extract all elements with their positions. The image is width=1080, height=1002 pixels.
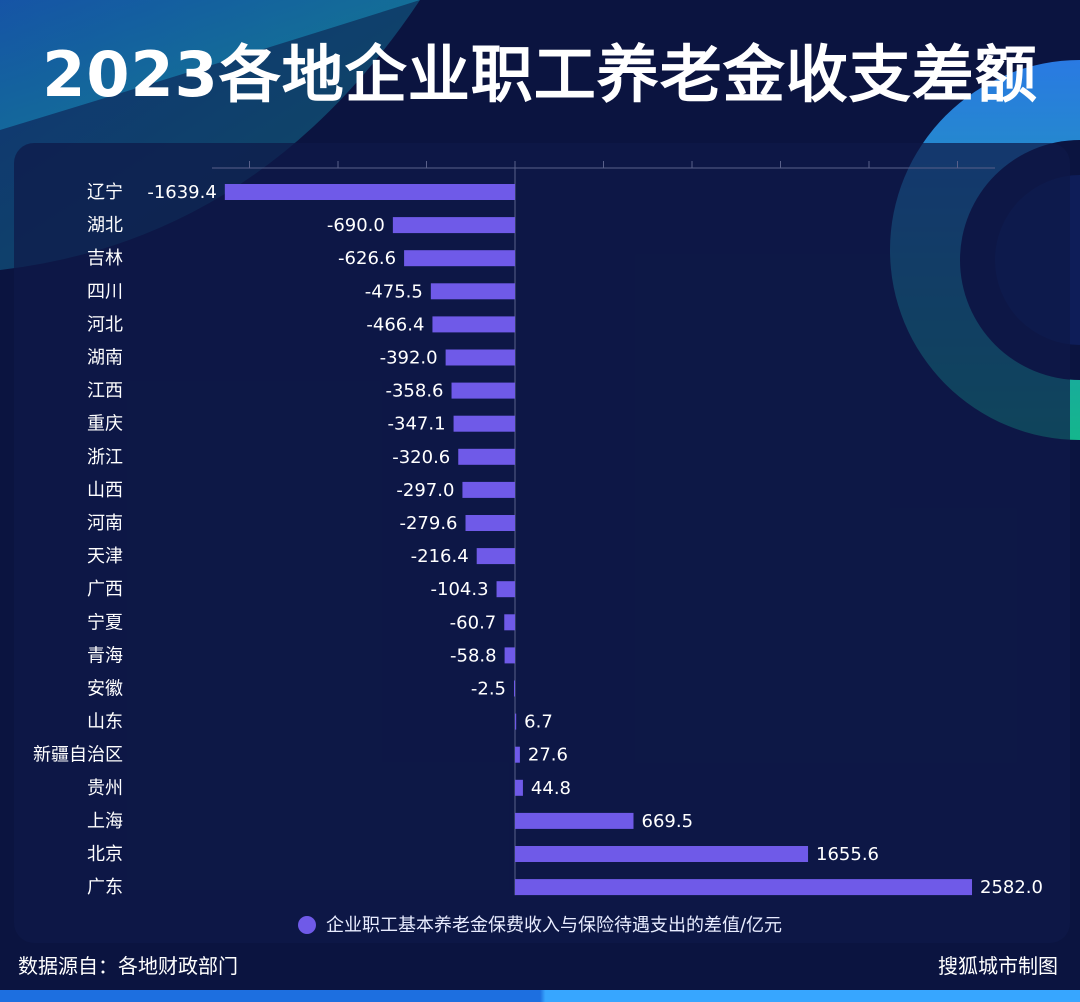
category-label: 贵州 <box>87 778 123 799</box>
bar <box>515 779 523 796</box>
category-label: 上海 <box>87 811 123 832</box>
category-label: 新疆自治区 <box>33 745 123 766</box>
bar <box>458 448 515 465</box>
data-label: -1639.4 <box>147 182 216 203</box>
legend-marker-icon <box>297 916 316 934</box>
category-label: 吉林 <box>87 248 123 269</box>
data-label: 27.6 <box>528 745 568 766</box>
bar <box>445 349 515 366</box>
data-label: -60.7 <box>450 612 497 633</box>
data-label: -297.0 <box>396 480 454 501</box>
data-label: -358.6 <box>385 381 443 402</box>
bar <box>476 548 515 565</box>
category-label: 天津 <box>87 546 123 567</box>
category-label: 广东 <box>87 877 123 898</box>
legend-label: 企业职工基本养老金保费收入与保险待遇支出的差值/亿元 <box>325 915 783 936</box>
data-label: -320.6 <box>392 447 450 468</box>
bottom-accent-bar <box>0 990 1080 1002</box>
category-label: 重庆 <box>87 414 123 435</box>
category-label: 辽宁 <box>87 182 123 203</box>
data-label: 2582.0 <box>980 877 1043 898</box>
data-source: 数据源自：各地财政部门 <box>18 954 238 978</box>
category-label: 山东 <box>87 712 123 733</box>
data-label: 1655.6 <box>816 844 879 865</box>
page-title: 2023各地企业职工养老金收支差额 <box>42 38 1038 111</box>
category-label: 宁夏 <box>87 612 123 633</box>
data-label: -279.6 <box>399 513 457 534</box>
bar <box>514 680 515 697</box>
bar <box>496 581 515 598</box>
data-label: 44.8 <box>531 778 571 799</box>
data-label: -392.0 <box>380 348 438 369</box>
category-label: 湖北 <box>87 215 123 236</box>
bar <box>453 415 515 432</box>
bar <box>515 812 634 829</box>
bar <box>392 217 515 234</box>
bar <box>224 184 515 200</box>
category-label: 河南 <box>87 513 123 534</box>
bar <box>451 382 515 399</box>
data-label: -216.4 <box>411 546 469 567</box>
data-label: -2.5 <box>471 679 506 700</box>
data-label: 6.7 <box>524 712 553 733</box>
bar <box>515 713 517 730</box>
data-label: -690.0 <box>327 215 385 236</box>
data-label: 669.5 <box>642 811 694 832</box>
bar <box>515 879 973 896</box>
bar <box>515 746 520 763</box>
data-label: -626.6 <box>338 248 396 269</box>
data-label: -58.8 <box>450 645 497 666</box>
category-label: 广西 <box>87 579 123 600</box>
category-label: 青海 <box>87 645 123 666</box>
data-label: -475.5 <box>365 281 423 302</box>
category-label: 北京 <box>87 844 123 865</box>
chart-panel <box>14 143 1070 943</box>
data-label: -347.1 <box>388 414 446 435</box>
bar <box>430 283 515 300</box>
category-label: 安徽 <box>87 679 123 700</box>
category-label: 山西 <box>87 480 123 501</box>
category-label: 江西 <box>87 381 123 402</box>
bar <box>404 250 515 267</box>
category-label: 河北 <box>87 314 123 335</box>
chart-legend: 企业职工基本养老金保费收入与保险待遇支出的差值/亿元 <box>0 912 1080 940</box>
category-label: 湖南 <box>87 348 123 369</box>
data-label: -104.3 <box>431 579 489 600</box>
bar <box>462 481 515 498</box>
bar <box>465 515 515 531</box>
data-label: -466.4 <box>366 314 424 335</box>
bar <box>504 647 515 664</box>
credit-text: 搜狐城市制图 <box>938 954 1058 978</box>
category-label: 浙江 <box>87 447 123 468</box>
bar <box>432 316 515 333</box>
bar <box>504 614 515 631</box>
bar <box>515 846 809 862</box>
category-label: 四川 <box>87 281 123 302</box>
